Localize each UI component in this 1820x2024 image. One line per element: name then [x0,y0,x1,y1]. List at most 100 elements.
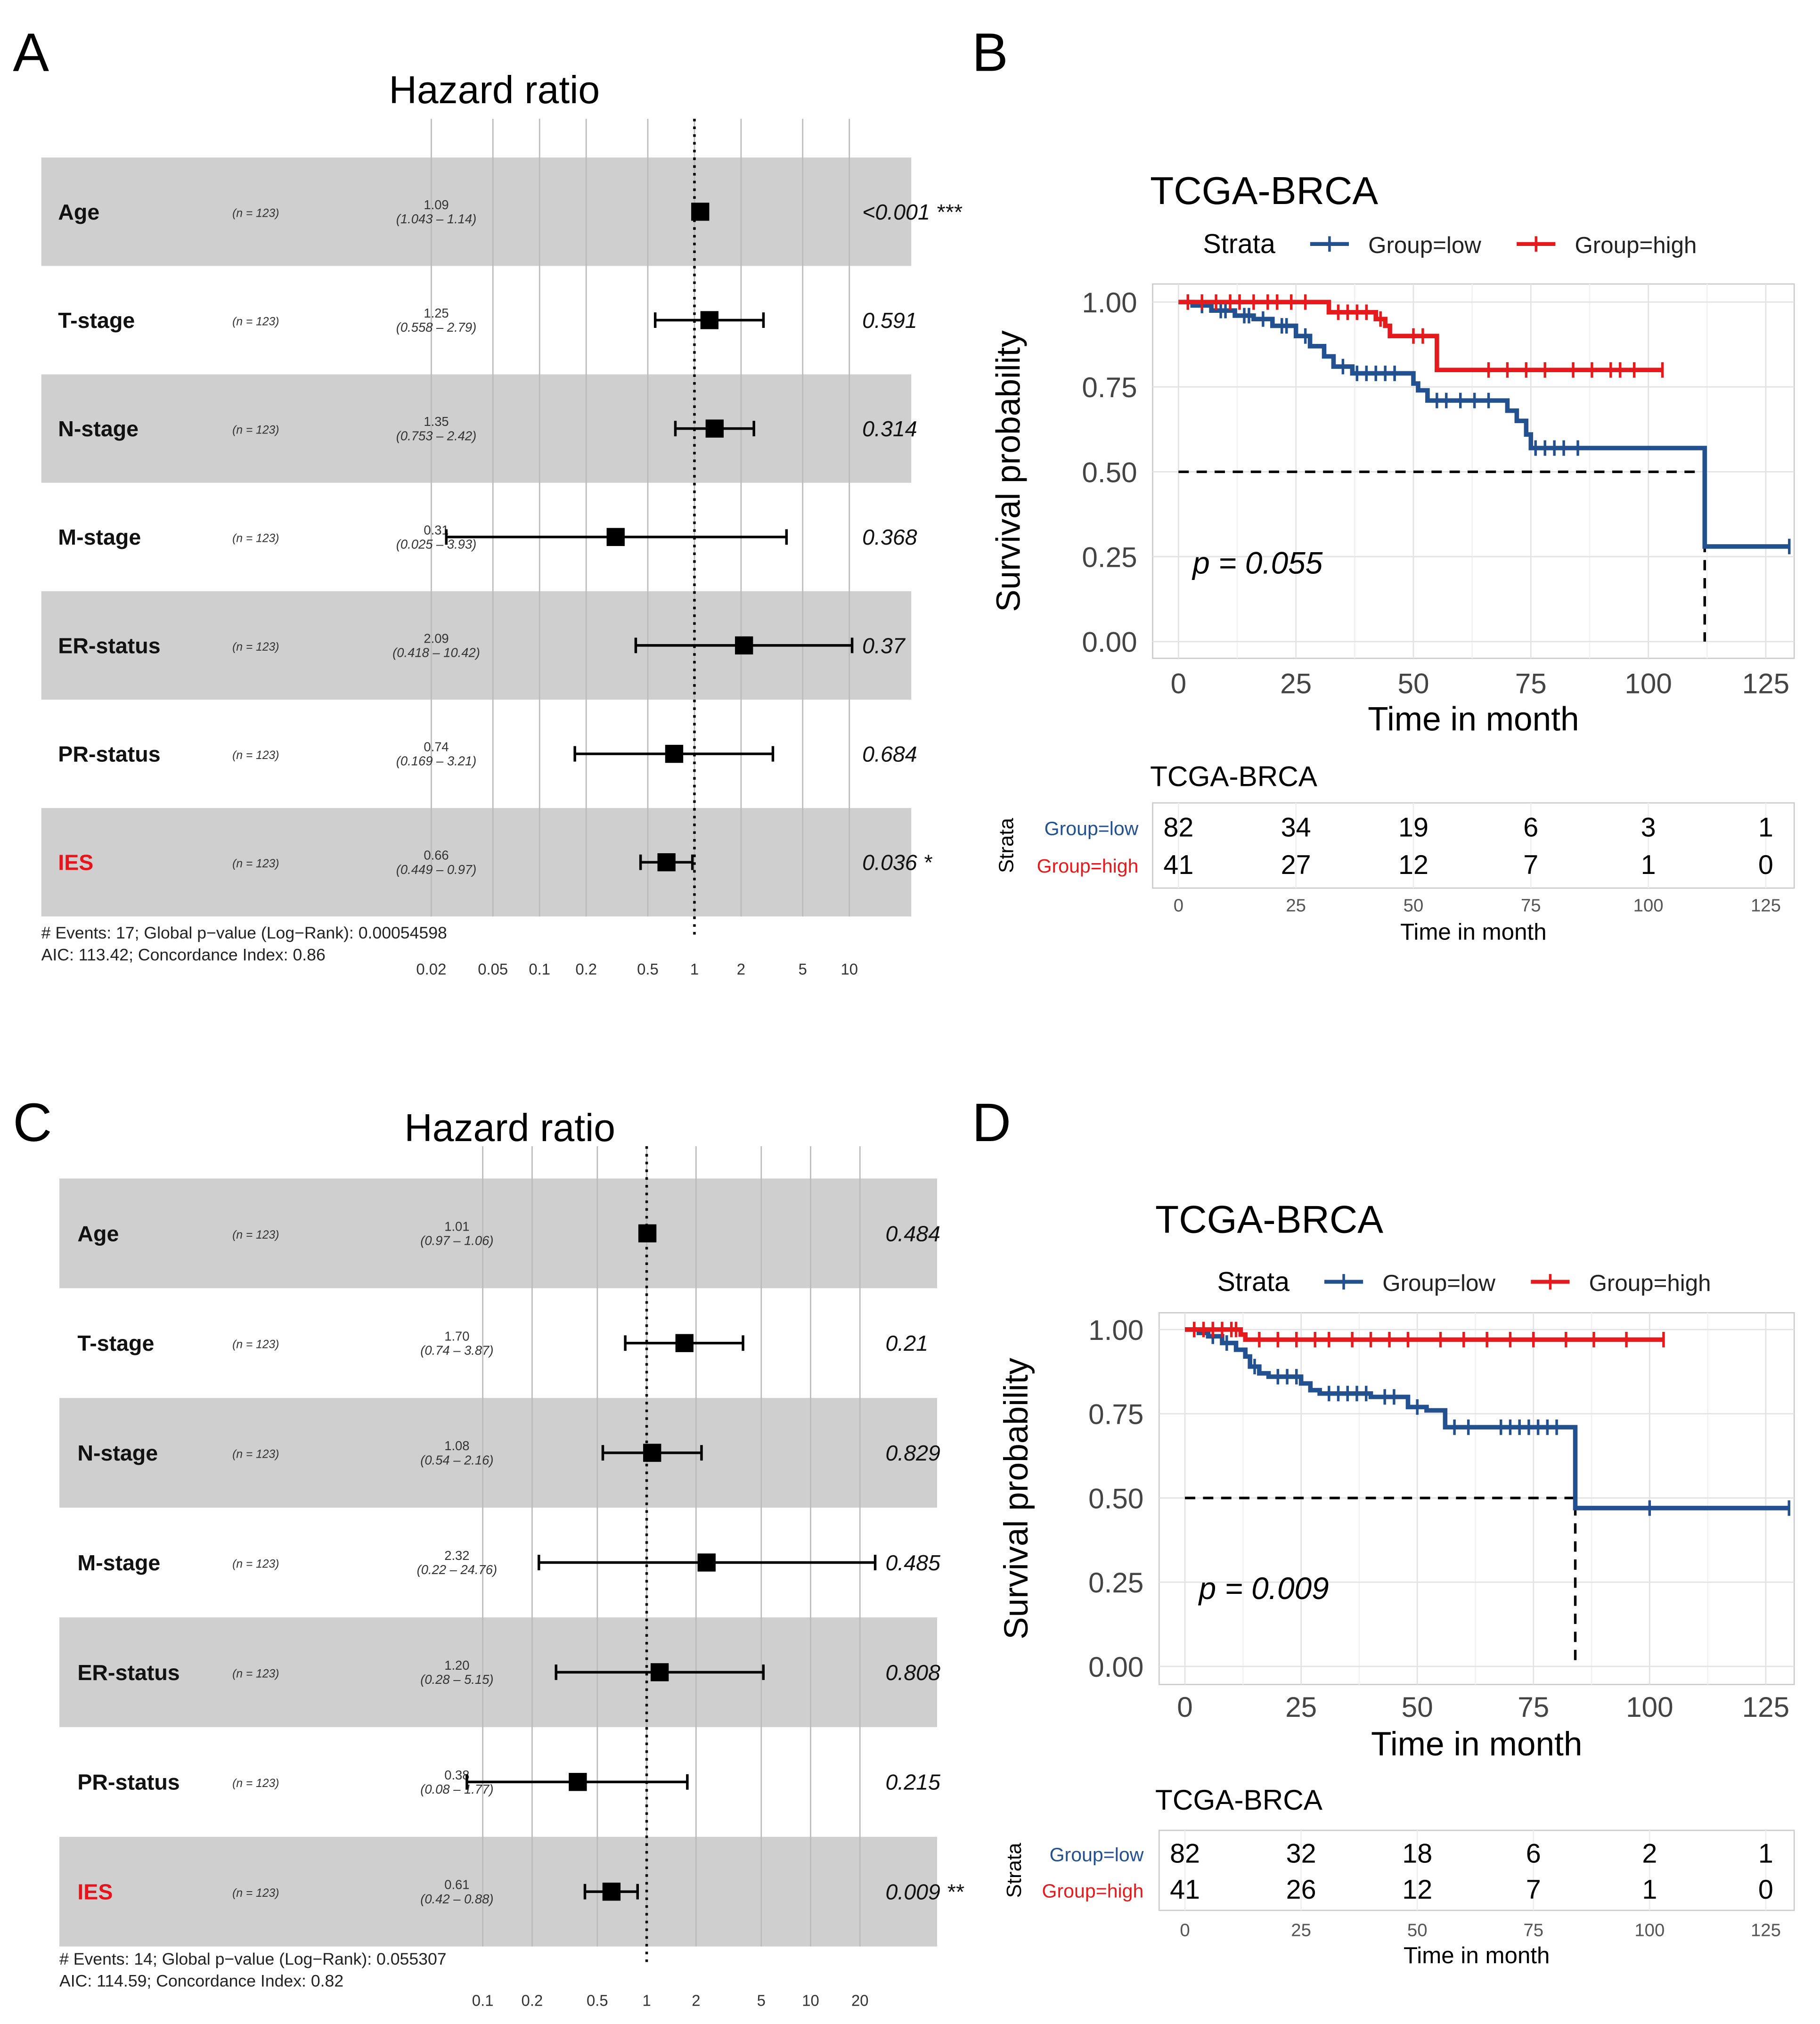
x-tick-label: 10 [802,1992,819,2009]
km-title: TCGA-BRCA [1155,1198,1383,1241]
row-ci: (1.043 – 1.14) [396,212,476,226]
row-p-value: <0.001 *** [862,200,963,224]
row-label: Age [77,1221,119,1246]
row-label: PR-status [77,1770,180,1795]
risk-count: 1 [1641,850,1656,880]
risk-count: 12 [1402,1875,1432,1905]
hr-point [638,1224,657,1243]
legend-title: Strata [1217,1267,1290,1297]
x-tick-label: 25 [1280,667,1312,699]
row-n: (n = 123) [232,1887,279,1900]
row-n: (n = 123) [232,1448,279,1461]
row-hr: 1.01 [444,1219,469,1233]
risk-count: 0 [1758,850,1773,880]
x-tick-label: 100 [1624,667,1672,699]
x-tick-label: 5 [757,1992,766,2009]
y-tick-label: 0.50 [1088,1482,1143,1514]
row-band [59,1398,938,1508]
y-tick-label: 0.75 [1082,371,1137,403]
row-n: (n = 123) [232,424,279,437]
km-plot-d: TCGA-BRCA Strata Group=low Group=high 0 25 50 7… [998,1198,1795,1968]
hr-point [705,419,724,438]
risk-table-title: TCGA-BRCA [1155,1784,1323,1816]
forest-title: Hazard ratio [389,69,600,112]
risk-count: 6 [1523,812,1538,842]
x-tick-label: 0.1 [472,1992,494,2009]
x-axis-label: Time in month [1371,1726,1583,1763]
row-n: (n = 123) [232,749,279,762]
risk-count: 27 [1281,850,1311,880]
row-n: (n = 123) [232,1338,279,1351]
x-tick-label: 0 [1177,1691,1193,1723]
risk-count: 82 [1170,1838,1200,1869]
row-p-value: 0.484 [885,1221,940,1246]
row-p-value: 0.684 [862,742,917,766]
y-tick-label: 1.00 [1088,1314,1143,1346]
km-plot-b: TCGA-BRCA Strata Group=low Group=high 0 25 50 7… [990,170,1795,945]
y-axis-label: Survival probability [998,1358,1035,1640]
legend-label: Group=low [1368,232,1481,258]
row-label: ER-status [58,633,160,658]
x-tick-label: 50 [1402,1691,1433,1723]
hr-point [650,1663,669,1681]
risk-count: 3 [1641,812,1656,842]
footer-text: # Events: 17; Global p−value (Log−Rank):… [41,923,447,942]
row-p-value: 0.829 [885,1441,940,1465]
risk-x-tick-label: 25 [1291,1920,1311,1941]
row-p-value: 0.036 * [862,850,932,875]
risk-strata-label: Strata [1003,1843,1026,1898]
row-hr: 1.70 [444,1329,469,1343]
hr-point [735,636,753,655]
hr-point [643,1444,661,1462]
risk-count: 19 [1398,812,1428,842]
row-n: (n = 123) [232,1777,279,1790]
legend-label: Group=high [1589,1270,1711,1296]
row-ci: (0.449 – 0.97) [396,862,476,877]
row-hr: 1.09 [424,197,449,212]
survival-curve [1178,300,1663,373]
survival-curve [1185,1327,1789,1510]
forest-plot-a: Hazard ratio 0.02 0.05 0.1 0.2 0.5 1 2 5 10 Age (n … [41,69,963,978]
risk-row-label: Group=high [1037,855,1139,877]
risk-count: 1 [1758,812,1773,842]
risk-x-axis-label: Time in month [1404,1942,1550,1968]
risk-count: 26 [1286,1875,1316,1905]
legend-label: Group=low [1382,1270,1495,1296]
x-axis-label: Time in month [1368,701,1579,738]
row-label: Age [58,200,99,224]
row-n: (n = 123) [232,1558,279,1570]
risk-count: 32 [1286,1838,1316,1869]
row-hr: 1.08 [444,1438,469,1453]
row-label: IES [58,850,93,875]
risk-row-label: Group=low [1045,818,1139,840]
row-ci: (0.558 – 2.79) [396,320,476,335]
risk-x-tick-label: 0 [1180,1920,1190,1941]
risk-strata-label: Strata [995,817,1018,873]
hr-point [657,853,676,872]
risk-count: 18 [1402,1838,1432,1869]
risk-count: 1 [1642,1875,1657,1905]
risk-x-axis-label: Time in month [1400,919,1546,945]
row-label: N-stage [77,1441,158,1465]
row-p-value: 0.808 [885,1660,940,1685]
row-hr: 1.25 [424,306,449,320]
risk-count: 12 [1398,850,1428,880]
risk-count: 6 [1526,1838,1541,1869]
footer-text: # Events: 14; Global p−value (Log−Rank):… [59,1950,447,1968]
row-ci: (0.753 – 2.42) [396,428,476,443]
risk-x-tick-label: 75 [1523,1920,1543,1941]
row-band [59,1617,938,1727]
risk-x-tick-label: 125 [1751,895,1781,915]
risk-count: 1 [1758,1838,1773,1869]
panel-letter-c: C [13,1093,52,1153]
x-tick-label: 0.2 [522,1992,543,2009]
panel-letter-a: A [13,23,49,83]
x-tick-label: 25 [1285,1691,1317,1723]
row-band [41,808,912,917]
row-hr: 0.66 [424,848,449,863]
risk-count: 82 [1163,812,1193,842]
x-tick-label: 1 [642,1992,651,2009]
p-value-text: p = 0.055 [1192,546,1322,580]
x-tick-label: 10 [841,961,858,978]
